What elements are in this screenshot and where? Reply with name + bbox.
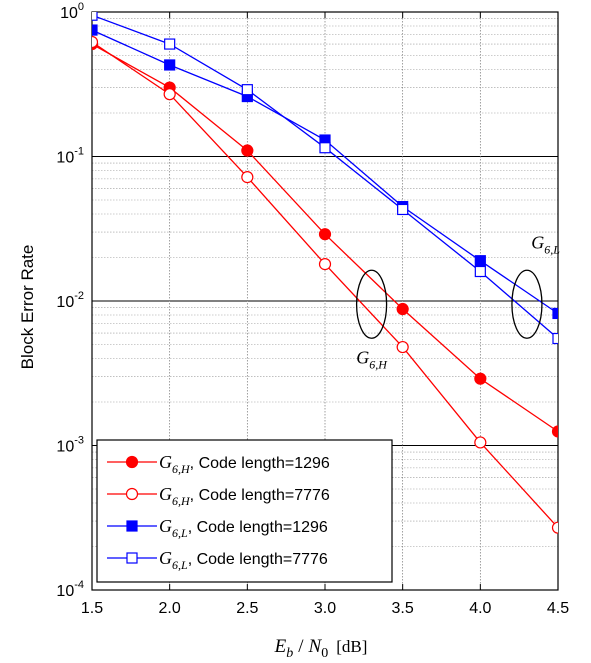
data-point xyxy=(164,59,176,71)
data-point xyxy=(474,372,487,385)
data-point xyxy=(551,521,558,534)
annotation-label: G6,L xyxy=(531,233,560,257)
data-point xyxy=(551,425,558,438)
x-tick-label: 3.0 xyxy=(314,600,336,617)
series-layer xyxy=(92,12,558,534)
y-tick-label: 10-4 xyxy=(56,579,84,600)
legend-marker xyxy=(126,552,138,564)
x-tick-label: 1.5 xyxy=(81,600,103,617)
data-point xyxy=(552,332,558,345)
legend-marker xyxy=(125,455,139,469)
x-axis-label: Eb / N0 [dB] xyxy=(274,636,368,661)
data-point xyxy=(319,142,331,154)
legend-marker xyxy=(125,487,139,501)
data-point xyxy=(552,307,558,320)
data-point xyxy=(397,203,409,216)
y-tick-label: 10-2 xyxy=(56,290,84,311)
series-2 xyxy=(92,35,558,534)
series-1 xyxy=(92,37,558,438)
data-point xyxy=(92,35,99,49)
legend-label: G6,L, Code length=7776 xyxy=(159,548,328,572)
axes xyxy=(91,11,559,591)
data-point xyxy=(164,38,176,50)
annotation-label: G6,H xyxy=(356,347,388,371)
data-point xyxy=(241,84,253,96)
legend: G6,H, Code length=1296 G6,H, Code length=… xyxy=(96,439,393,583)
data-point xyxy=(92,12,98,21)
annotation-ellipse xyxy=(355,269,388,339)
x-tick-label: 4.0 xyxy=(469,600,491,617)
data-point xyxy=(396,340,409,354)
data-point xyxy=(474,255,486,267)
y-axis-label: Block Error Rate xyxy=(18,245,37,370)
data-point xyxy=(241,171,254,184)
x-tick-label: 2.5 xyxy=(236,600,258,617)
data-point xyxy=(396,302,409,316)
legend-label: G6,H, Code length=7776 xyxy=(159,484,330,508)
annotation-ellipse xyxy=(511,269,543,339)
y-tick-label: 10-3 xyxy=(56,435,84,456)
tick-labels: 1.5 2.0 2.5 3.0 3.5 4.0 4.5 100 10-1 10-2 10-3 10-4 xyxy=(56,1,569,617)
data-point xyxy=(163,88,176,101)
data-point xyxy=(474,436,487,449)
legend-marker xyxy=(126,520,138,532)
legend-label: G6,L, Code length=1296 xyxy=(159,516,328,540)
series-4 xyxy=(92,12,558,345)
data-point xyxy=(241,144,254,157)
legend-item: G6,L, Code length=1296 xyxy=(107,516,328,540)
legend-label: G6,H, Code length=1296 xyxy=(159,452,330,476)
x-tick-label: 3.5 xyxy=(392,600,414,617)
data-point xyxy=(318,228,332,241)
y-tick-label: 10-1 xyxy=(56,146,84,167)
legend-item: G6,H, Code length=7776 xyxy=(107,484,330,508)
data-point xyxy=(92,24,98,36)
legend-item: G6,H, Code length=1296 xyxy=(107,452,330,476)
data-point xyxy=(474,265,486,278)
legend-item: G6,L, Code length=7776 xyxy=(107,548,328,572)
data-point xyxy=(318,258,332,271)
x-tick-label: 4.5 xyxy=(547,600,569,617)
y-tick-label: 100 xyxy=(60,1,84,22)
annotation-layer: G6,H G6,L xyxy=(355,233,560,371)
x-tick-label: 2.0 xyxy=(159,600,181,617)
